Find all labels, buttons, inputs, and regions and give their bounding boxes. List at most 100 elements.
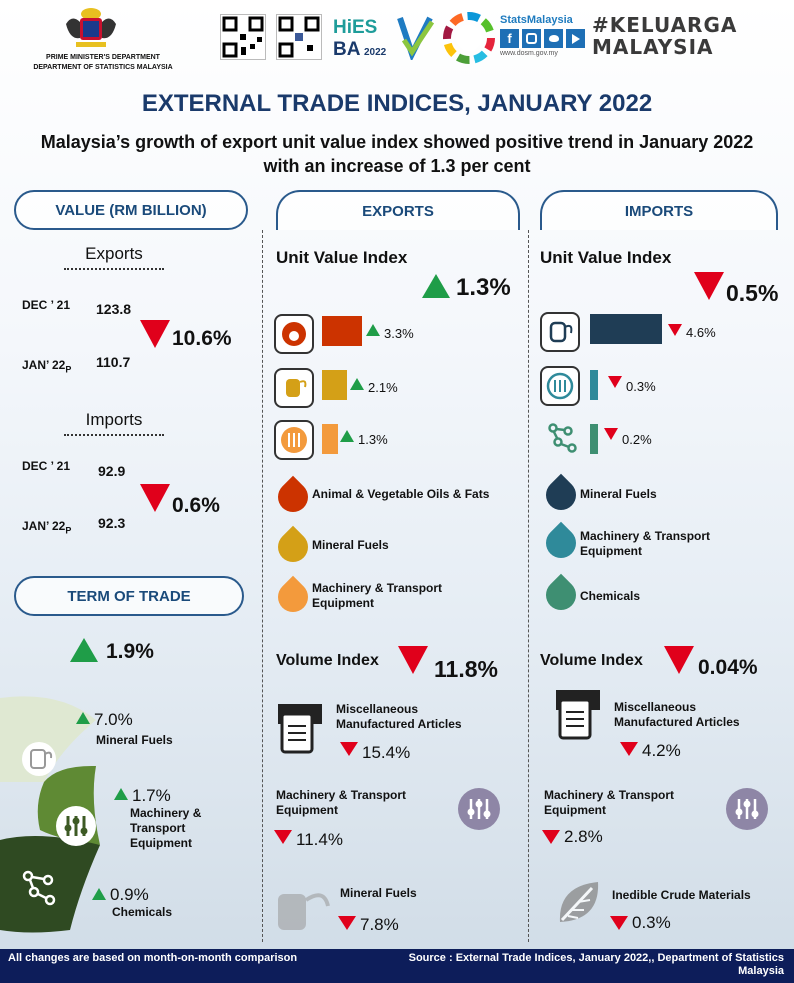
svg-text:BA: BA: [333, 39, 361, 60]
oil-drop-icon: [274, 314, 314, 354]
imports-volume-item1-label: Miscellaneous Manufactured Articles: [614, 700, 740, 730]
imports-month-jan: JAN’ 22P: [22, 519, 71, 535]
dept-line-2: DEPARTMENT OF STATISTICS MALAYSIA: [33, 64, 173, 71]
malaysia-coat-of-arms-logo: [62, 4, 120, 50]
exports-volume-change: 11.8%: [434, 656, 498, 682]
legend-drop-icon: [539, 521, 583, 565]
exports-month-jan-text: JAN’ 22: [22, 358, 66, 372]
legend-drop-icon: [539, 473, 583, 517]
term-of-trade-heading: TERM OF TRADE: [14, 576, 244, 616]
exports-uvi-increase-arrow-icon: [422, 274, 450, 298]
imports-uvi-change: 0.5%: [726, 280, 779, 306]
imports-legend-1: Mineral Fuels: [580, 487, 657, 501]
imports-decrease-arrow-icon: [140, 484, 170, 512]
tot-mineral-fuels-pct: 7.0%: [94, 710, 133, 729]
exports-vol3-decrease-arrow-icon: [338, 916, 356, 930]
imports-value-change: 0.6%: [172, 494, 220, 517]
facebook-icon[interactable]: f: [500, 29, 519, 48]
imports-value-label: Imports: [64, 410, 164, 438]
tot-chemicals-pct: 0.9%: [110, 885, 149, 904]
imports-vol2-line2: Equipment: [544, 803, 606, 817]
molecule-icon: [546, 420, 580, 454]
tot-machinery-line1: Machinery &: [130, 806, 202, 820]
imports-underline: [64, 434, 164, 436]
molecule-icon: [18, 866, 62, 910]
footer: All changes are based on month-on-month …: [0, 949, 794, 983]
mineral-fuels-increase-arrow-icon: [76, 712, 90, 724]
imports-bar2-decrease-arrow-icon: [608, 376, 622, 388]
imports-uvi-bar-2: [590, 370, 598, 400]
sdg-wheel-logo: [443, 12, 495, 64]
imports-vol2-decrease-arrow-icon: [542, 830, 560, 844]
qr-code-icon[interactable]: [276, 14, 322, 60]
exports-legend-1: Animal & Vegetable Oils & Fats: [312, 487, 490, 501]
exports-volume-item2-label: Machinery & Transport Equipment: [276, 788, 406, 818]
equalizer-circle-icon: [274, 420, 314, 460]
imports-volume-label: Volume Index: [540, 652, 643, 669]
exports-decrease-arrow-icon: [140, 320, 170, 348]
imports-uvi-label: Unit Value Index: [540, 248, 672, 267]
exports-volume-item3-label: Mineral Fuels: [340, 886, 417, 900]
keluarga-malaysia-logo: #KELUARGA MALAYSIA: [592, 13, 738, 59]
imports-bar2-pct: 0.3%: [626, 379, 656, 394]
hies-logo: HiES BA 2022: [330, 12, 388, 62]
machinery-increase-arrow-icon: [114, 788, 128, 800]
imports-volume-change: 0.04%: [698, 656, 758, 679]
exports-volume-label: Volume Index: [276, 652, 379, 669]
exports-bar2-arrow-icon: [350, 378, 364, 390]
term-of-trade-increase-arrow-icon: [70, 638, 98, 662]
checklist-logo: [392, 12, 438, 62]
exports-month-dec: DEC ’ 21: [22, 298, 71, 312]
exports-bar3-arrow-icon: [340, 430, 354, 442]
fuel-barrel-icon: [272, 878, 332, 934]
clipboard-box-icon: [550, 686, 606, 742]
instagram-icon[interactable]: [522, 29, 541, 48]
imports-bar3-pct: 0.2%: [622, 432, 652, 447]
youtube-icon[interactable]: [566, 29, 585, 48]
exports-legend-3-line2: Equipment: [312, 596, 374, 610]
fuel-barrel-icon: [274, 368, 314, 408]
legend-drop-icon: [271, 575, 315, 619]
oil-barrel-icon: [22, 742, 56, 776]
exports-legend-3: Machinery & Transport Equipment: [312, 581, 442, 611]
exports-bar1-arrow-icon: [366, 324, 380, 336]
exports-bar2-pct: 2.1%: [368, 380, 398, 395]
imports-volume-item2-label: Machinery & Transport Equipment: [544, 788, 674, 818]
imports-month-dec: DEC ’ 21: [22, 459, 71, 473]
imports-uvi-decrease-arrow-icon: [694, 272, 724, 300]
imports-legend-2-line1: Machinery & Transport: [580, 529, 711, 543]
imports-month-jan-text: JAN’ 22: [22, 519, 66, 533]
imports-uvi-bar-3: [590, 424, 598, 454]
tot-machinery-pct: 1.7%: [132, 786, 171, 805]
imports-vol1-decrease-arrow-icon: [620, 742, 638, 756]
imports-volume-item3-label: Inedible Crude Materials: [612, 888, 751, 902]
equalizer-icon: [56, 806, 96, 846]
imports-value-jan: 92.3: [98, 515, 126, 531]
stats-url[interactable]: www.dosm.gov.my: [500, 50, 558, 57]
value-heading: VALUE (RM BILLION): [14, 190, 248, 230]
imports-volume-item3-pct: 0.3%: [632, 913, 671, 932]
imports-bar1-decrease-arrow-icon: [668, 324, 682, 336]
imports-legend-2: Machinery & Transport Equipment: [580, 529, 710, 559]
exports-value-change: 10.6%: [172, 327, 232, 350]
imports-uvi-bar-1: [590, 314, 662, 344]
exports-volume-item3-pct: 7.8%: [360, 915, 399, 934]
exports-vol1-decrease-arrow-icon: [340, 742, 358, 756]
legend-drop-icon: [271, 475, 315, 519]
leaf-icon: [552, 876, 606, 930]
imports-bar3-decrease-arrow-icon: [604, 428, 618, 440]
exports-vol2-line2: Equipment: [276, 803, 338, 817]
imports-label-text: Imports: [85, 410, 143, 429]
exports-uvi-bar-1: [322, 316, 362, 346]
exports-vol1-line2: Manufactured Articles: [336, 717, 462, 731]
qr-code-icon[interactable]: [220, 14, 266, 60]
exports-label-text: Exports: [85, 244, 143, 263]
tot-mineral-fuels-label: Mineral Fuels: [96, 733, 173, 747]
svg-text:2022: 2022: [364, 47, 387, 58]
exports-legend-2: Mineral Fuels: [312, 538, 389, 552]
provisional-marker: P: [65, 525, 72, 536]
exports-uvi-bar-3: [322, 424, 338, 454]
legend-drop-icon: [271, 525, 315, 569]
twitter-icon[interactable]: [544, 29, 563, 48]
exports-bar1-pct: 3.3%: [384, 326, 414, 341]
